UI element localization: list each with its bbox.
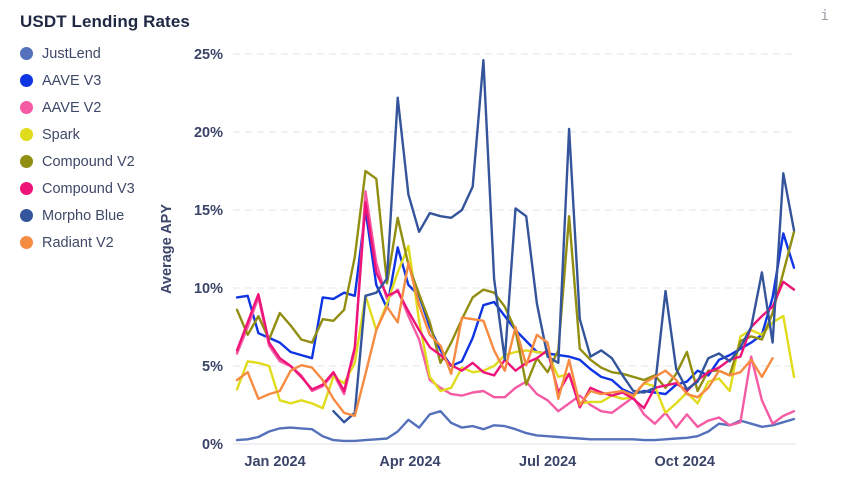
- page-title: USDT Lending Rates: [20, 12, 190, 31]
- y-tick-label-20%: 20%: [194, 125, 223, 141]
- info-icon[interactable]: i: [820, 8, 829, 24]
- series-color-dot: [20, 155, 33, 168]
- legend-item-label: Compound V2: [42, 153, 135, 170]
- series-line-spark[interactable]: [235, 244, 796, 414]
- legend-item-justlend[interactable]: JustLend: [20, 40, 135, 67]
- series-color-dot: [20, 128, 33, 141]
- series-color-dot: [20, 236, 33, 249]
- legend-item-compound-v2[interactable]: Compound V2: [20, 148, 135, 175]
- series-line-radiant-v2[interactable]: [235, 261, 774, 418]
- series-line-compound-v3[interactable]: [235, 201, 796, 410]
- series-color-dot: [20, 47, 33, 60]
- legend-item-label: Radiant V2: [42, 234, 114, 251]
- x-tick-label-jan-2024: Jan 2024: [244, 454, 305, 470]
- series-color-dot: [20, 182, 33, 195]
- x-tick-label-jul-2024: Jul 2024: [519, 454, 576, 470]
- x-tick-label-oct-2024: Oct 2024: [655, 454, 715, 470]
- legend-item-label: Compound V3: [42, 180, 135, 197]
- series-line-justlend[interactable]: [235, 410, 796, 443]
- legend-item-label: AAVE V3: [42, 72, 102, 89]
- legend-item-radiant-v2[interactable]: Radiant V2: [20, 229, 135, 256]
- y-tick-label-15%: 15%: [194, 203, 223, 219]
- x-tick-label-apr-2024: Apr 2024: [379, 454, 440, 470]
- y-tick-label-10%: 10%: [194, 281, 223, 297]
- series-color-dot: [20, 74, 33, 87]
- legend-item-label: AAVE V2: [42, 99, 102, 116]
- series-color-dot: [20, 209, 33, 222]
- legend-item-spark[interactable]: Spark: [20, 121, 135, 148]
- legend-item-label: Morpho Blue: [42, 207, 125, 224]
- legend-item-aave-v3[interactable]: AAVE V3: [20, 67, 135, 94]
- y-tick-label-0%: 0%: [202, 437, 223, 453]
- y-axis-label: Average APY: [159, 204, 175, 294]
- legend-item-label: JustLend: [42, 45, 101, 62]
- legend-item-compound-v3[interactable]: Compound V3: [20, 175, 135, 202]
- series-line-morpho-blue[interactable]: [332, 59, 796, 424]
- legend: JustLend AAVE V3 AAVE V2 Spark Compound …: [20, 40, 135, 256]
- legend-item-aave-v2[interactable]: AAVE V2: [20, 94, 135, 121]
- y-tick-label-5%: 5%: [202, 359, 223, 375]
- legend-item-label: Spark: [42, 126, 80, 143]
- series-color-dot: [20, 101, 33, 114]
- legend-item-morpho-blue[interactable]: Morpho Blue: [20, 202, 135, 229]
- y-tick-label-25%: 25%: [194, 47, 223, 63]
